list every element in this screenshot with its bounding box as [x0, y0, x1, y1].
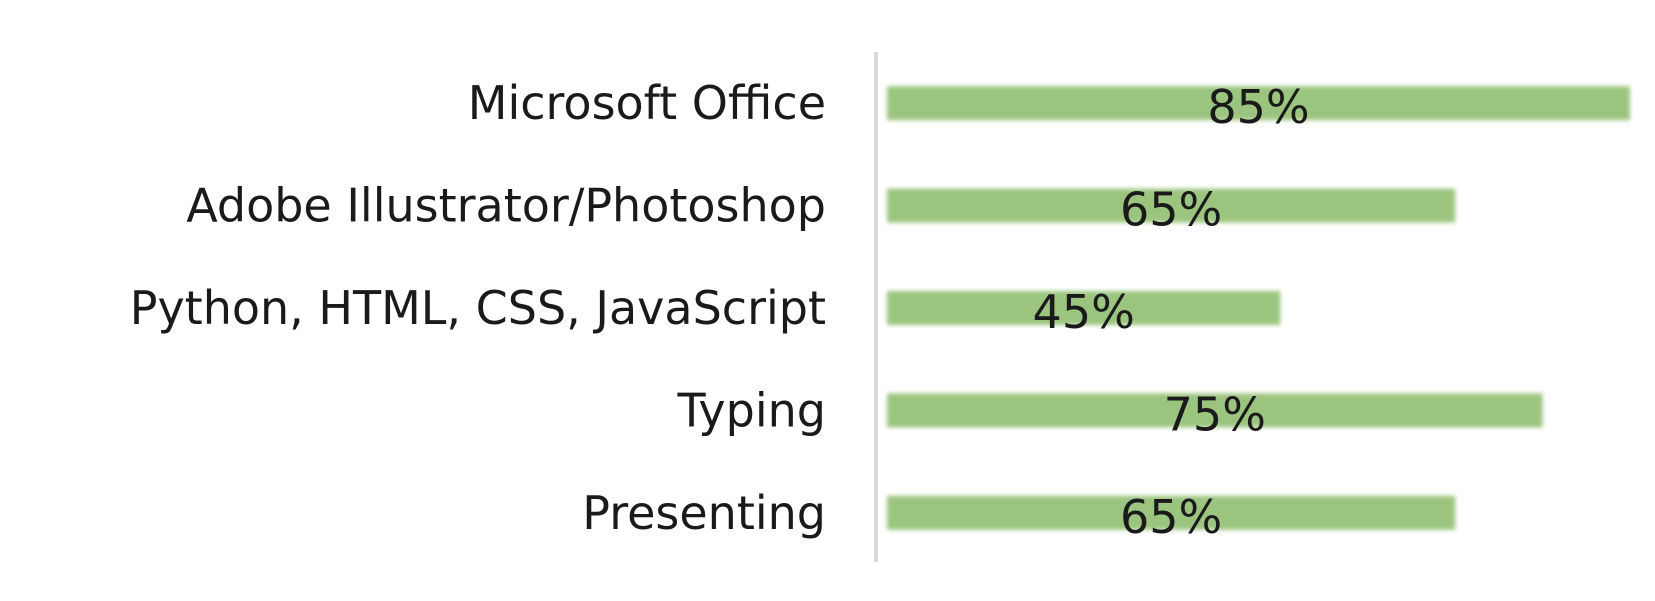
category-labels-group: Microsoft Office Adobe Illustrator/Photos…	[130, 76, 826, 540]
value-label-3: 75%	[1164, 387, 1266, 441]
category-label-3: Typing	[677, 383, 827, 437]
bar-4	[887, 495, 1456, 530]
category-label-0: Microsoft Office	[468, 76, 826, 130]
value-label-0: 85%	[1207, 80, 1309, 134]
category-label-1: Adobe Illustrator/Photoshop	[186, 179, 826, 233]
value-label-4: 65%	[1120, 490, 1222, 544]
value-label-1: 65%	[1120, 183, 1222, 237]
category-label-2: Python, HTML, CSS, JavaScript	[130, 281, 826, 335]
bar-0	[887, 86, 1630, 121]
bar-1	[887, 188, 1456, 223]
bar-3	[887, 393, 1543, 428]
bar-2	[887, 291, 1281, 325]
bars-group	[887, 86, 1630, 530]
value-label-2: 45%	[1033, 285, 1135, 339]
value-labels-group: 85% 65% 45% 75% 65%	[1033, 80, 1310, 544]
category-label-4: Presenting	[582, 486, 826, 540]
